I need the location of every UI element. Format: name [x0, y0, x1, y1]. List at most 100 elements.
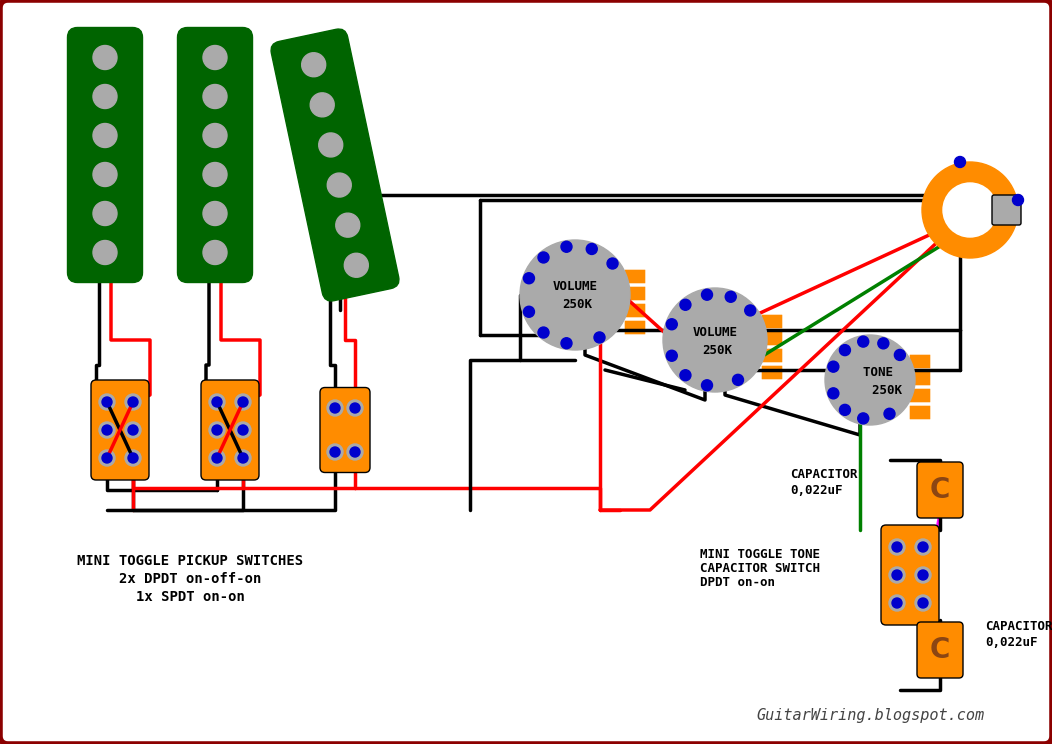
Circle shape [128, 425, 138, 435]
Circle shape [213, 397, 222, 407]
Circle shape [347, 444, 363, 460]
Circle shape [666, 318, 677, 330]
Circle shape [102, 425, 112, 435]
Circle shape [892, 598, 902, 608]
Text: CAPACITOR: CAPACITOR [985, 620, 1052, 633]
Circle shape [892, 570, 902, 580]
Circle shape [828, 361, 838, 372]
Circle shape [839, 405, 850, 415]
Text: CAPACITOR: CAPACITOR [790, 468, 857, 481]
Circle shape [922, 162, 1018, 258]
Circle shape [745, 305, 755, 316]
Circle shape [209, 394, 225, 410]
Text: VOLUME: VOLUME [693, 326, 739, 339]
FancyBboxPatch shape [625, 321, 645, 334]
Circle shape [347, 400, 363, 416]
Circle shape [99, 394, 115, 410]
Circle shape [825, 335, 915, 425]
Circle shape [915, 567, 931, 583]
Circle shape [99, 450, 115, 466]
Circle shape [203, 45, 227, 69]
Circle shape [209, 450, 225, 466]
FancyBboxPatch shape [910, 372, 930, 385]
Circle shape [350, 403, 360, 413]
Circle shape [892, 542, 902, 552]
Circle shape [310, 93, 335, 117]
Circle shape [344, 253, 368, 278]
Circle shape [327, 444, 343, 460]
FancyBboxPatch shape [910, 388, 930, 403]
FancyBboxPatch shape [910, 405, 930, 420]
Circle shape [918, 598, 928, 608]
Circle shape [594, 332, 605, 343]
Circle shape [732, 374, 744, 385]
Circle shape [857, 336, 869, 347]
Circle shape [93, 240, 117, 265]
Circle shape [350, 447, 360, 457]
Circle shape [1012, 194, 1024, 205]
Circle shape [561, 338, 572, 349]
Circle shape [918, 542, 928, 552]
Circle shape [884, 408, 895, 420]
Text: C: C [930, 636, 950, 664]
Circle shape [203, 124, 227, 147]
Circle shape [128, 397, 138, 407]
Circle shape [102, 453, 112, 463]
Circle shape [524, 307, 534, 317]
Circle shape [666, 350, 677, 362]
FancyBboxPatch shape [917, 462, 963, 518]
Circle shape [235, 422, 251, 438]
FancyBboxPatch shape [178, 28, 252, 283]
Circle shape [213, 425, 222, 435]
Circle shape [128, 453, 138, 463]
Circle shape [889, 567, 905, 583]
Circle shape [99, 422, 115, 438]
Circle shape [93, 45, 117, 69]
Circle shape [125, 450, 141, 466]
Text: 0,022uF: 0,022uF [790, 484, 843, 497]
Circle shape [203, 162, 227, 187]
Circle shape [235, 394, 251, 410]
Circle shape [918, 570, 928, 580]
Circle shape [213, 453, 222, 463]
Circle shape [915, 539, 931, 555]
Circle shape [235, 450, 251, 466]
Circle shape [889, 595, 905, 611]
FancyBboxPatch shape [67, 28, 142, 283]
Circle shape [330, 447, 340, 457]
FancyBboxPatch shape [881, 525, 939, 625]
FancyBboxPatch shape [320, 388, 370, 472]
Circle shape [702, 379, 712, 391]
Circle shape [894, 350, 906, 360]
Circle shape [520, 240, 630, 350]
FancyBboxPatch shape [762, 332, 783, 345]
Circle shape [524, 273, 534, 283]
FancyBboxPatch shape [762, 315, 783, 328]
Circle shape [238, 397, 248, 407]
Text: 250K: 250K [857, 383, 902, 397]
Circle shape [238, 453, 248, 463]
FancyBboxPatch shape [92, 380, 149, 480]
Circle shape [607, 258, 618, 269]
FancyBboxPatch shape [992, 195, 1021, 225]
Circle shape [102, 397, 112, 407]
FancyBboxPatch shape [910, 355, 930, 368]
Text: GuitarWiring.blogspot.com: GuitarWiring.blogspot.com [756, 708, 984, 723]
Circle shape [203, 240, 227, 265]
Circle shape [702, 289, 712, 300]
Circle shape [125, 422, 141, 438]
Circle shape [877, 338, 889, 349]
Circle shape [663, 288, 767, 392]
Circle shape [93, 162, 117, 187]
Circle shape [302, 53, 326, 77]
Text: C: C [930, 476, 950, 504]
Circle shape [330, 403, 340, 413]
Circle shape [538, 327, 549, 338]
Circle shape [725, 291, 736, 302]
Circle shape [93, 124, 117, 147]
Circle shape [839, 344, 850, 356]
Text: 2x DPDT on-off-on: 2x DPDT on-off-on [119, 572, 261, 586]
FancyBboxPatch shape [625, 304, 645, 317]
FancyBboxPatch shape [201, 380, 259, 480]
Circle shape [93, 202, 117, 225]
